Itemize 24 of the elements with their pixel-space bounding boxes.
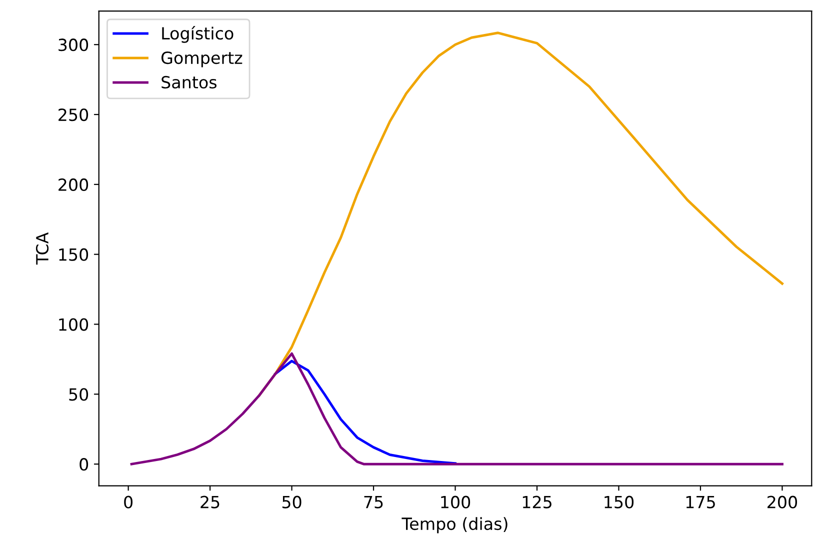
line-series xyxy=(274,360,457,465)
line-series xyxy=(258,32,784,397)
x-tick-label: 200 xyxy=(768,496,798,508)
legend-label: Logístico xyxy=(162,26,234,43)
line-series xyxy=(130,352,784,466)
legend-label: Santos xyxy=(162,76,217,89)
x-tick-label: 100 xyxy=(441,496,470,508)
x-tick-label: 50 xyxy=(282,496,302,508)
y-tick-label: 100 xyxy=(59,318,88,331)
y-tick-label: 150 xyxy=(59,248,88,261)
y-tick-label: 300 xyxy=(58,38,88,52)
x-tick-label: 0 xyxy=(124,496,132,508)
y-tick-label: 50 xyxy=(69,388,88,401)
x-tick-label: 150 xyxy=(604,496,634,508)
legend-label: Gompertz xyxy=(161,51,242,68)
x-tick-label: 125 xyxy=(522,496,552,508)
y-tick-label: 250 xyxy=(58,108,88,122)
y-tick-label: 200 xyxy=(58,178,88,191)
x-tick-label: 25 xyxy=(200,496,220,508)
x-tick-label: 75 xyxy=(364,496,383,508)
y-axis-title: TCA xyxy=(36,232,49,265)
x-tick-label: 175 xyxy=(686,496,715,508)
x-axis-title: Tempo (dias) xyxy=(402,517,508,534)
y-tick-label: 0 xyxy=(80,458,88,471)
